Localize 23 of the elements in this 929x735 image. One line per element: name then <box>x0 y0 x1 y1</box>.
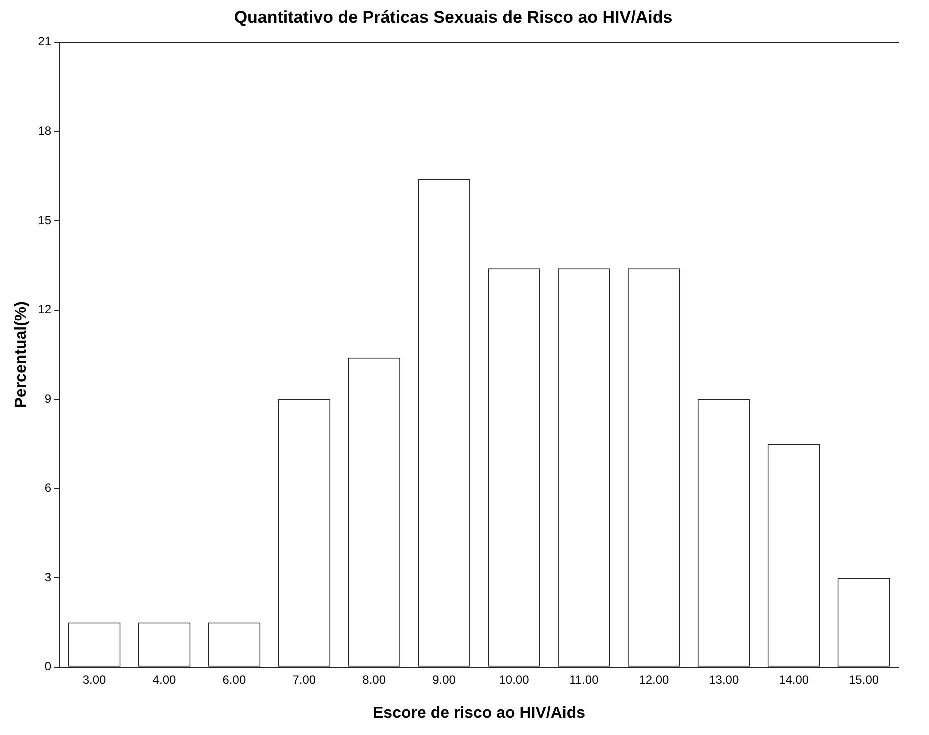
y-tick-label: 21 <box>38 34 52 49</box>
chart-title: Quantitativo de Práticas Sexuais de Risco ao HIV/Aids <box>234 8 673 27</box>
x-tick-label: 15.00 <box>849 672 880 687</box>
y-tick-label: 0 <box>44 660 52 674</box>
x-tick-label: 12.00 <box>639 672 670 687</box>
y-tick-label: 15 <box>38 213 52 228</box>
x-tick-label: 8.00 <box>362 672 386 687</box>
y-tick-label: 6 <box>44 481 52 496</box>
y-axis-title: Percentual(%) <box>13 302 30 408</box>
x-tick-label: 14.00 <box>779 672 810 687</box>
x-tick-label: 9.00 <box>432 672 456 687</box>
x-axis-title: Escore de risco ao HIV/Aids <box>373 704 586 722</box>
x-tick-label: 3.00 <box>82 672 107 687</box>
x-tick-label: 11.00 <box>570 672 600 687</box>
x-tick-label: 10.00 <box>499 672 530 687</box>
y-tick-label: 9 <box>44 392 52 406</box>
y-tick-label: 18 <box>38 124 52 138</box>
y-tick-label: 3 <box>44 570 52 584</box>
x-tick-label: 7.00 <box>292 672 316 687</box>
y-tick-label: 12 <box>38 302 52 317</box>
x-tick-label: 4.00 <box>152 672 176 687</box>
x-tick-label: 6.00 <box>222 672 246 687</box>
x-tick-label: 13.00 <box>709 672 740 687</box>
